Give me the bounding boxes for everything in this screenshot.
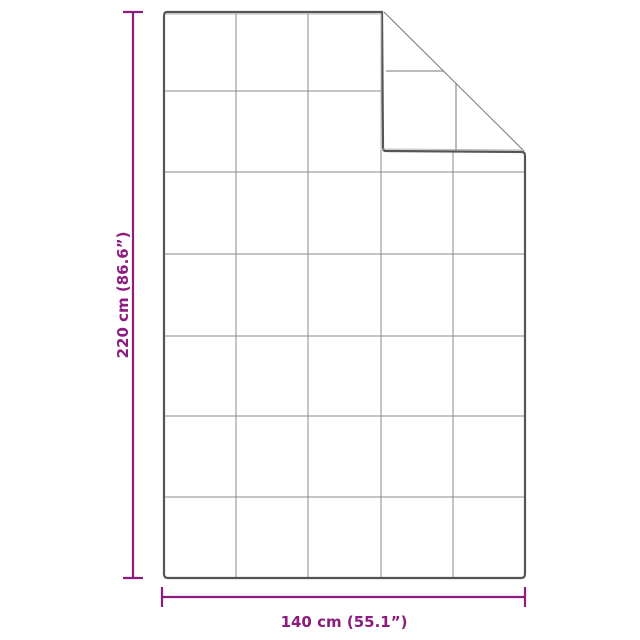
- height-label: 220 cm (86.6”): [114, 232, 132, 359]
- height-dimension: [123, 10, 143, 580]
- folded-corner: [383, 11, 525, 152]
- blanket: [162, 10, 527, 580]
- width-label: 140 cm (55.1”): [281, 613, 408, 631]
- width-dimension: [160, 587, 527, 607]
- blanket-outline: [162, 10, 527, 580]
- fold-edge: [383, 11, 525, 152]
- grid-lines: [164, 12, 525, 578]
